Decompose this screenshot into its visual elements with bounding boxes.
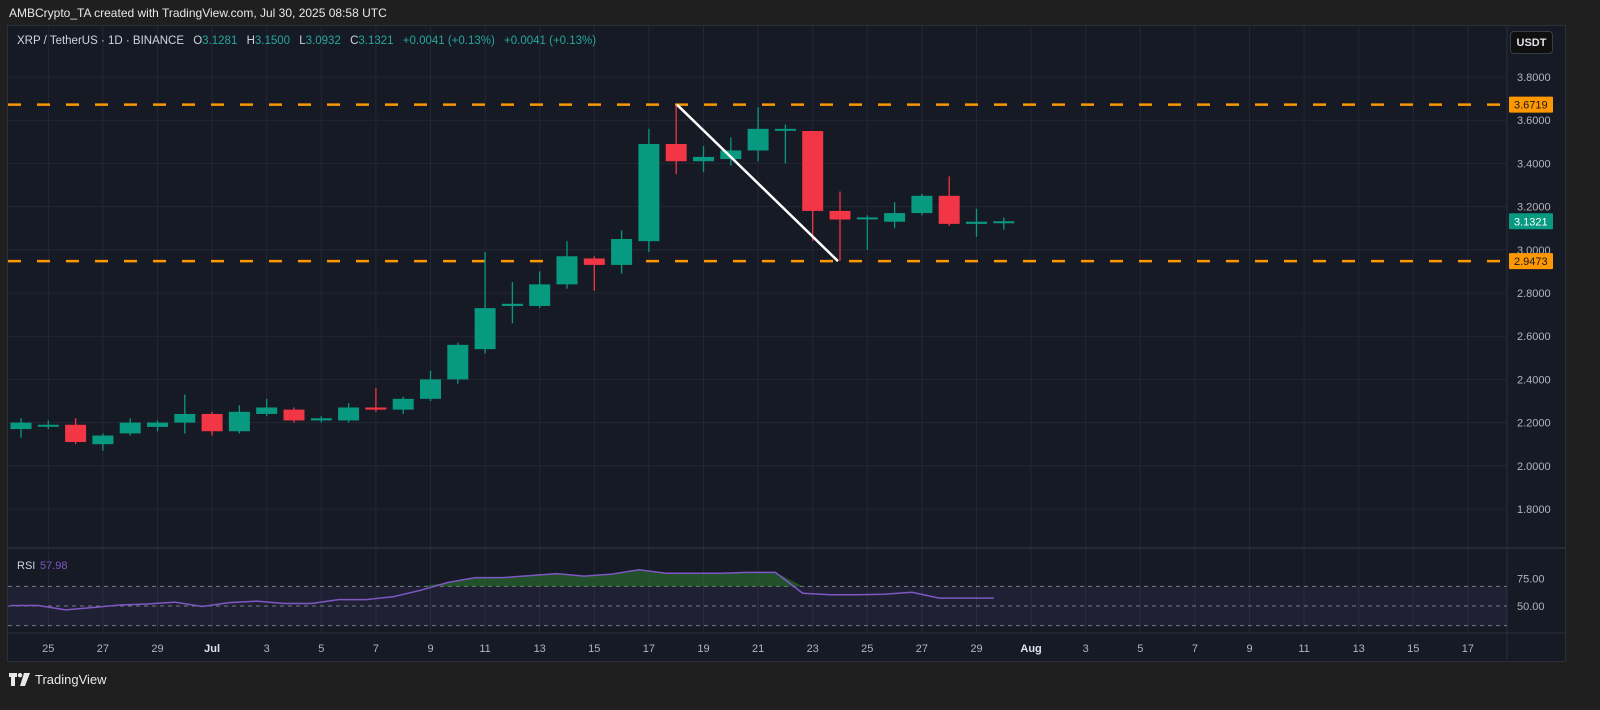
time-tick: 13: [1353, 643, 1365, 655]
horizontal-levels: [8, 103, 1507, 263]
time-tick: 9: [1246, 643, 1252, 655]
time-tick: 29: [151, 643, 163, 655]
symbol-title[interactable]: XRP / TetherUS · 1D · BINANCE: [17, 35, 185, 47]
change-value: +0.0041 (+0.13%): [402, 35, 495, 47]
time-tick: 21: [752, 643, 764, 655]
time-tick: 5: [1137, 643, 1143, 655]
time-tick: 11: [479, 643, 490, 655]
low-value: 3.0932: [305, 35, 341, 47]
symbol-legend: XRP / TetherUS · 1D · BINANCE O3.1281 H3…: [17, 35, 596, 47]
chart-caption: AMBCrypto_TA created with TradingView.co…: [9, 6, 387, 20]
price-tick: 3.4000: [1517, 158, 1551, 170]
time-tick: 7: [1192, 643, 1198, 655]
price-tick: 3.2000: [1517, 202, 1551, 214]
price-tick: 3.6000: [1517, 115, 1551, 127]
candlesticks: [10, 105, 1015, 451]
time-tick: 17: [1462, 643, 1474, 655]
price-tick: 2.6000: [1517, 331, 1551, 343]
price-tick: 2.4000: [1517, 374, 1551, 386]
time-tick: 7: [373, 643, 379, 655]
trendline[interactable]: [676, 103, 839, 263]
open-label: O: [193, 35, 203, 47]
time-tick: 27: [916, 643, 928, 655]
time-tick: Aug: [1020, 643, 1041, 655]
level-price-badge: [1509, 253, 1553, 270]
time-tick: 25: [42, 643, 54, 655]
rsi-pane: RSI 57.98: [8, 560, 1507, 627]
time-tick: 19: [697, 643, 709, 655]
time-tick: 15: [588, 643, 600, 655]
close-value: 3.1321: [358, 35, 394, 47]
price-tick: 1.8000: [1517, 504, 1551, 516]
price-tick: 2.2000: [1517, 418, 1551, 430]
rsi-tick: 50.00: [1517, 601, 1545, 613]
price-tick: 3.8000: [1517, 72, 1551, 84]
price-tick: 2.0000: [1517, 461, 1551, 473]
price-tick: 3.0000: [1517, 245, 1551, 257]
time-tick: Jul: [204, 643, 220, 655]
time-axis[interactable]: 25 27 29 Jul 3 5 7 9 11 13 15 17 19 21 23 25 27 29 Aug 3 5 7 9…: [42, 643, 1474, 655]
time-tick: 29: [970, 643, 982, 655]
svg-text:2.9473: 2.9473: [1514, 256, 1548, 268]
rsi-tick: 75.00: [1517, 574, 1545, 586]
change-percent-value: +0.0041 (+0.13%): [504, 35, 597, 47]
time-tick: 23: [807, 643, 819, 655]
time-tick: 25: [861, 643, 873, 655]
time-tick: 3: [264, 643, 270, 655]
rsi-value: 57.98: [40, 560, 68, 572]
high-label: H: [246, 35, 255, 47]
time-tick: 15: [1407, 643, 1419, 655]
price-tick: 2.8000: [1517, 288, 1551, 300]
time-tick: 27: [97, 643, 109, 655]
rsi-label: RSI: [17, 560, 35, 572]
level-price-badge: [1509, 96, 1553, 113]
grid-lines: [8, 26, 1566, 660]
open-value: 3.1281: [202, 35, 238, 47]
svg-text:3.6719: 3.6719: [1514, 100, 1548, 112]
low-label: L: [299, 35, 306, 47]
svg-text:3.1321: 3.1321: [1514, 216, 1548, 228]
time-tick: 11: [1298, 643, 1309, 655]
time-tick: 13: [534, 643, 546, 655]
tradingview-logo-icon: [9, 673, 30, 686]
tradingview-brand: TradingView: [9, 672, 107, 687]
time-tick: 17: [643, 643, 655, 655]
high-value: 3.1500: [254, 35, 291, 47]
time-tick: 3: [1083, 643, 1089, 655]
last-price-badge: [1509, 213, 1553, 230]
time-tick: 5: [318, 643, 324, 655]
close-label: C: [350, 35, 359, 47]
currency-unit-button[interactable]: USDT: [1510, 31, 1553, 54]
brand-name: TradingView: [35, 672, 107, 687]
price-scale[interactable]: 3.8000 3.6000 3.4000 3.2000 3.0000 2.8000 2.60…: [1509, 72, 1553, 613]
time-tick: 9: [427, 643, 433, 655]
